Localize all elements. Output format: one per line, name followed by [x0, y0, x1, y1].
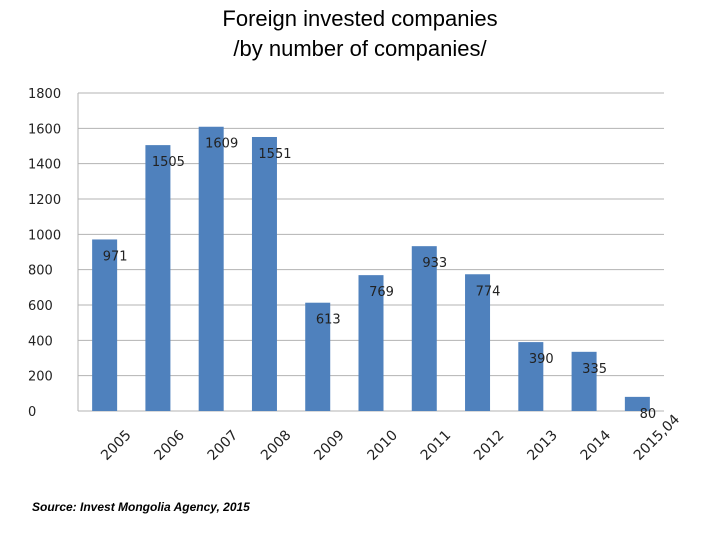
bar-2009 — [305, 302, 331, 411]
bars — [92, 126, 650, 412]
chart-title-line1: Foreign invested companies — [222, 6, 498, 31]
y-tick-label: 1400 — [28, 158, 61, 173]
x-tick-label-2006: 2006 — [151, 427, 188, 464]
source-note: Source: Invest Mongolia Agency, 2015 — [32, 500, 250, 514]
bar-2007 — [198, 126, 224, 411]
bar-2005 — [92, 239, 118, 411]
data-labels: 971 1505 1609 1551 613 769 933 774 390 335 80 — [103, 137, 656, 422]
data-label-2015,04: 80 — [640, 407, 657, 422]
bar-2011 — [411, 246, 437, 411]
y-tick-label: 1200 — [28, 193, 61, 208]
chart-title-line2: /by number of companies/ — [233, 36, 487, 61]
x-tick-label-2009: 2009 — [311, 427, 348, 464]
chart-title: Foreign invested companies /by number of… — [0, 4, 720, 64]
data-label-2011: 933 — [422, 256, 447, 271]
data-label-2010: 769 — [369, 285, 394, 300]
data-label-2012: 774 — [476, 284, 501, 299]
data-label-2014: 335 — [582, 362, 607, 377]
y-tick-label: 600 — [28, 299, 53, 314]
x-axis-labels: 2005 2006 2007 2008 2009 2010 2011 2012 2013 2014… — [98, 412, 683, 464]
x-tick-label-2011: 2011 — [418, 427, 455, 464]
data-label-2008: 1551 — [258, 147, 291, 162]
bar-2010 — [358, 275, 384, 411]
x-tick-label-2014: 2014 — [578, 427, 615, 464]
data-label-2006: 1505 — [152, 155, 185, 170]
data-label-2009: 613 — [316, 313, 341, 328]
y-tick-label: 200 — [28, 370, 53, 385]
y-tick-label: 400 — [28, 334, 53, 349]
bar-2006 — [145, 145, 171, 411]
data-label-2005: 971 — [103, 249, 128, 264]
gridlines — [77, 92, 664, 412]
x-tick-label-2008: 2008 — [258, 427, 295, 464]
data-label-2007: 1609 — [205, 137, 238, 152]
y-tick-label: 1800 — [28, 87, 61, 102]
x-tick-label-2012: 2012 — [471, 427, 508, 464]
y-tick-label: 1000 — [28, 228, 61, 243]
bar-2013 — [518, 342, 544, 411]
y-axis-ticks: 0 200 400 600 800 1000 1200 1400 1600 1800 — [28, 87, 61, 420]
bar-2015,04 — [624, 396, 650, 411]
y-tick-label: 800 — [28, 264, 53, 279]
bar-2012 — [465, 274, 491, 411]
x-tick-label-2010: 2010 — [365, 427, 402, 464]
x-tick-label-2005: 2005 — [98, 427, 135, 464]
data-label-2013: 390 — [529, 352, 554, 367]
x-tick-label-2007: 2007 — [205, 427, 242, 464]
y-tick-label: 0 — [28, 405, 36, 420]
bar-2014 — [571, 351, 597, 411]
x-tick-label-2013: 2013 — [524, 427, 561, 464]
y-tick-label: 1600 — [28, 122, 61, 137]
bar-2008 — [251, 136, 277, 412]
